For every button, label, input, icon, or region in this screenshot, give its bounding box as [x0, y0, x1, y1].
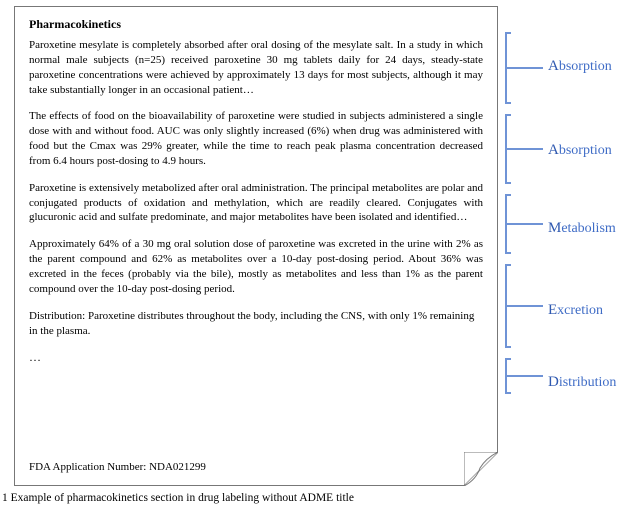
application-number: FDA Application Number: NDA021299	[29, 461, 206, 473]
ellipsis: …	[29, 350, 483, 365]
connector-brace	[502, 358, 512, 394]
connector-brace	[502, 114, 512, 184]
page-fold-icon	[464, 452, 498, 486]
paragraph-excretion: Approximately 64% of a 30 mg oral soluti…	[29, 237, 483, 296]
paragraph-absorption-2: The effects of food on the bioavailabili…	[29, 109, 483, 168]
paragraph-distribution: Distribution: Paroxetine distributes thr…	[29, 309, 483, 339]
adme-label: Absorption	[548, 58, 612, 75]
paragraph-absorption-1: Paroxetine mesylate is completely absorb…	[29, 38, 483, 97]
connector-brace	[502, 194, 512, 254]
adme-label: Absorption	[548, 142, 612, 159]
figure-caption: 1 Example of pharmacokinetics section in…	[2, 492, 354, 504]
section-heading: Pharmacokinetics	[29, 17, 483, 32]
adme-label: Distribution	[548, 374, 616, 391]
paragraph-metabolism: Paroxetine is extensively metabolized af…	[29, 181, 483, 226]
document-page: Pharmacokinetics Paroxetine mesylate is …	[14, 6, 498, 486]
figure-stage: Pharmacokinetics Paroxetine mesylate is …	[0, 0, 640, 516]
adme-label: Metabolism	[548, 220, 616, 237]
connector-brace	[502, 32, 512, 104]
connector-brace	[502, 264, 512, 348]
adme-label: Excretion	[548, 302, 603, 319]
